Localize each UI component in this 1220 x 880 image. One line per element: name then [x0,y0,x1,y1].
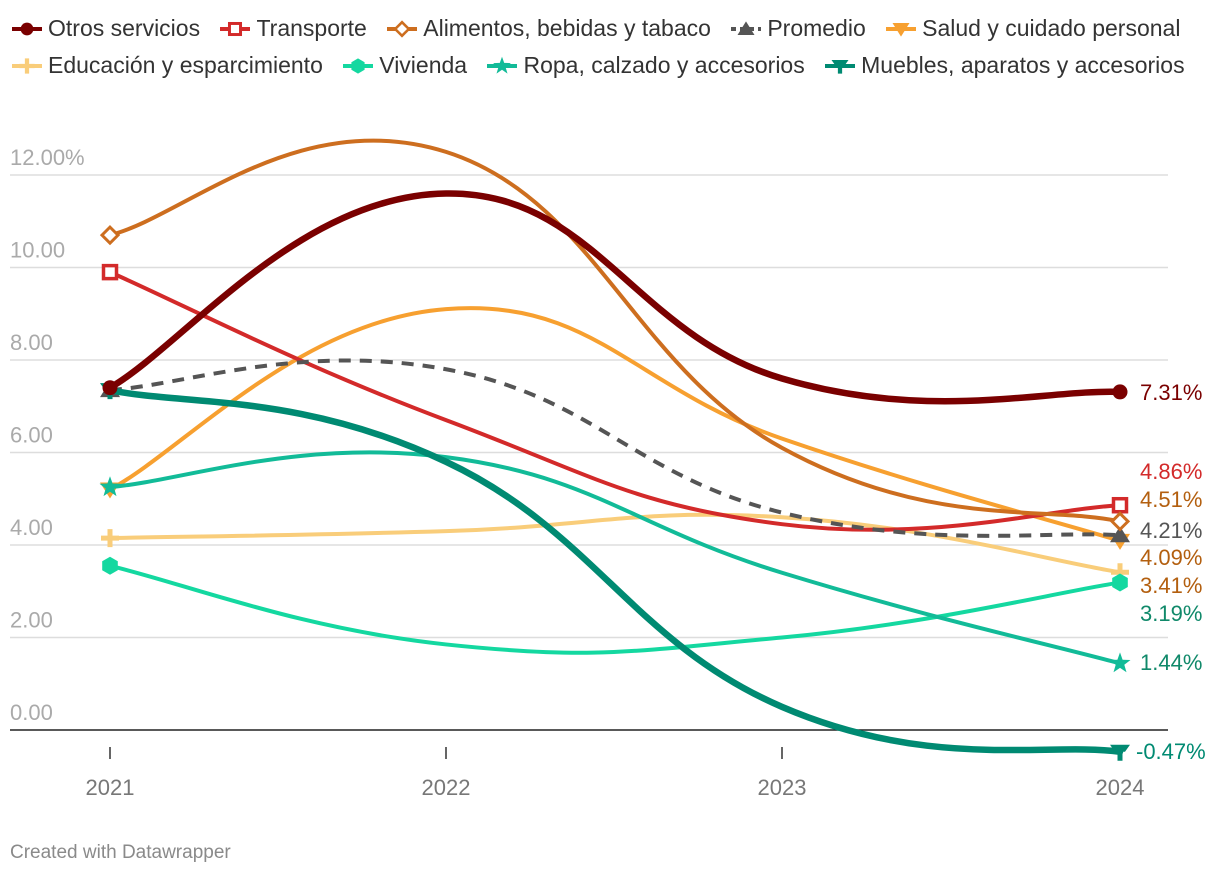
data-point-marker [1112,573,1128,592]
y-tick-label: 4.00 [10,515,53,540]
data-point-marker [1110,526,1130,543]
data-point-marker [99,476,121,497]
data-point-marker [102,556,118,575]
x-tick-label: 2022 [422,775,471,800]
data-point-marker [1109,652,1131,673]
data-point-marker [102,380,118,396]
legend-label: Otros servicios [48,15,201,41]
legend-marker [737,21,755,35]
data-point-marker [99,225,121,246]
series-line-alimentos-bebidas-y-tabaco [108,138,1122,524]
legend-marker-icon [825,60,856,74]
legend-marker-icon [12,58,42,74]
data-point-marker [101,529,119,548]
legend-marker [493,56,512,74]
series-ropa-calzado-y-accesorios [99,450,1131,673]
legend-label: Educación y esparcimiento [48,52,323,78]
end-value-label: 3.19% [1140,601,1202,626]
y-tick-label: 6.00 [10,423,53,448]
series-otros-servicios [102,190,1128,405]
legend-marker-icon [387,20,418,38]
series-muebles-aparatos-y-accesorios [100,383,1130,761]
data-point-marker [1111,496,1129,514]
end-value-label: 4.86% [1140,459,1202,484]
data-point-marker [1109,511,1131,532]
legend-label: Vivienda [379,52,468,78]
legend-label: Transporte [256,15,367,41]
legend-marker-icon [487,56,518,74]
legend-item-educacion-y-esparcimiento: Educación y esparcimiento [10,52,323,78]
end-value-label: -0.47% [1136,739,1206,764]
legend-item-ropa-calzado-y-accesorios: Ropa, calzado y accesorios [485,52,805,78]
y-tick-label: 2.00 [10,608,53,633]
y-tick-label: 8.00 [10,330,53,355]
x-tick-label: 2023 [758,775,807,800]
end-value-label: 3.41% [1140,573,1202,598]
legend-marker-icon [343,58,374,74]
legend-item-muebles-aparatos-y-accesorios: Muebles, aparatos y accesorios [823,52,1185,78]
legend-item-alimentos-bebidas-y-tabaco: Alimentos, bebidas y tabaco [385,15,711,41]
datawrapper-credit: Created with Datawrapper [10,842,231,863]
data-point-marker [1110,744,1130,761]
end-value-label: 1.44% [1140,650,1202,675]
legend-marker [20,22,34,36]
series-salud-y-cuidado-personal [100,306,1130,550]
legend-item-vivienda: Vivienda [341,52,467,78]
legend-marker [831,60,849,74]
series-line-educacion-y-esparcimiento [108,512,1122,575]
legend-label: Ropa, calzado y accesorios [523,52,805,78]
y-tick-label: 0.00 [10,700,53,725]
legend-marker-icon [12,22,42,36]
line-chart: 12.00% 10.00 8.00 6.00 4.00 2.00 0.00 2021 2022 2… [10,138,1206,800]
y-tick-label: 12.00% [10,145,85,170]
legend-item-transporte: Transporte [218,15,367,41]
end-value-label: 7.31% [1140,380,1202,405]
chart-legend: Otros servicios Transporte Alimentos, be… [10,10,1210,84]
x-tick-label: 2024 [1096,775,1145,800]
legend-item-promedio: Promedio [729,15,866,41]
data-point-marker [1112,384,1128,400]
legend-marker-icon [220,21,251,37]
legend-marker [393,20,411,38]
legend-marker [19,58,35,74]
legend-item-otros-servicios: Otros servicios [10,15,200,41]
series-line-ropa-calzado-y-accesorios [108,450,1122,666]
legend-marker-icon [731,21,762,35]
legend-marker [228,21,243,37]
legend-item-salud-y-cuidado-personal: Salud y cuidado personal [884,15,1180,41]
data-point-marker [101,263,119,281]
series-line-transporte [108,270,1122,532]
legend-label: Alimentos, bebidas y tabaco [423,15,711,41]
series-line-salud-y-cuidado-personal [108,306,1122,543]
end-value-label: 4.51% [1140,487,1202,512]
series-vivienda [102,556,1128,655]
series-line-otros-servicios [106,190,1124,405]
series-line-muebles-aparatos-y-accesorios [106,386,1124,755]
legend-marker [351,58,365,74]
legend-label: Promedio [767,15,866,41]
legend-label: Muebles, aparatos y accesorios [861,52,1185,78]
legend-label: Salud y cuidado personal [922,15,1181,41]
legend-marker-icon [886,23,917,37]
x-tick-label: 2021 [86,775,135,800]
series-alimentos-bebidas-y-tabaco [99,138,1131,532]
legend-marker [892,23,910,37]
series-transporte [101,263,1129,532]
end-value-label: 4.09% [1140,545,1202,570]
series-line-vivienda [108,563,1122,655]
end-value-label: 4.21% [1140,518,1202,543]
y-tick-label: 10.00 [10,238,65,263]
